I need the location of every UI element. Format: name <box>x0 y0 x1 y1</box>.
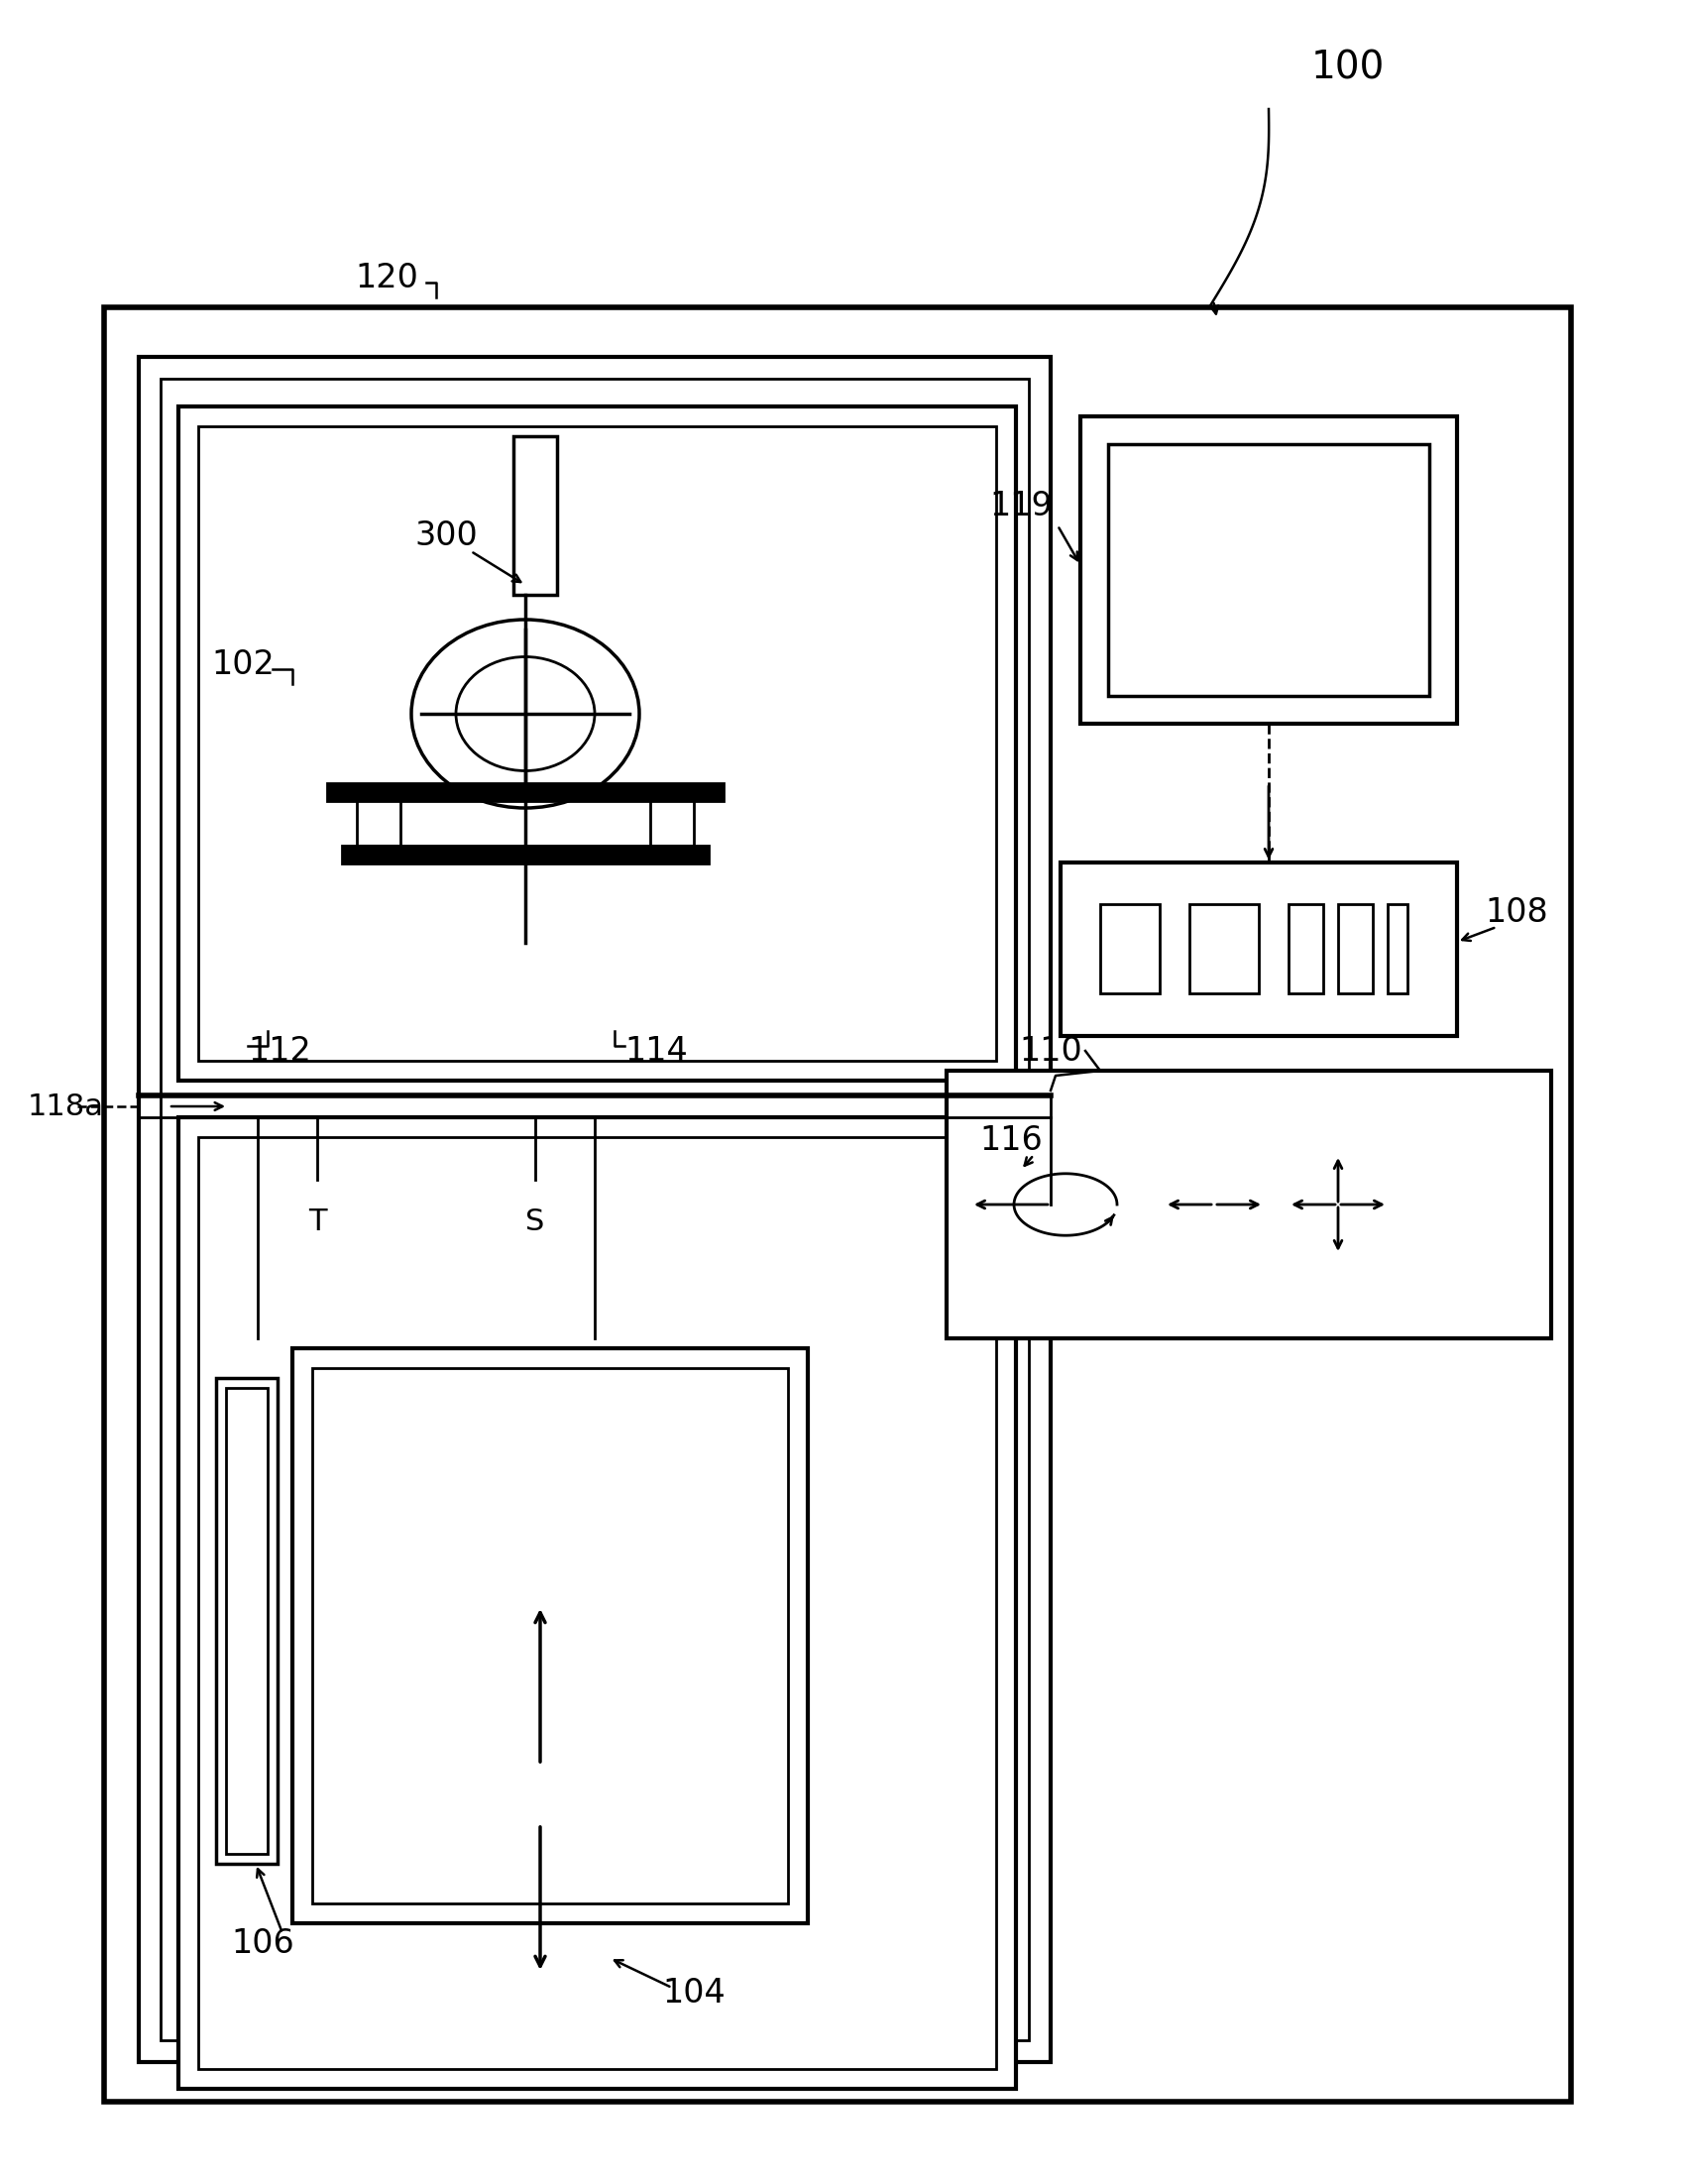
Bar <box>1188 904 1257 994</box>
Bar <box>971 1090 1525 1319</box>
Text: 300: 300 <box>414 520 478 553</box>
Bar <box>946 1070 1550 1339</box>
Bar <box>342 845 709 863</box>
Ellipse shape <box>411 620 640 808</box>
Bar <box>178 1118 1015 2088</box>
Bar <box>138 356 1050 2062</box>
Text: S: S <box>525 1208 545 1236</box>
Ellipse shape <box>456 657 594 771</box>
Text: T: T <box>308 1208 327 1236</box>
Bar <box>215 1378 278 1863</box>
Bar <box>104 308 1570 2101</box>
Text: 108: 108 <box>1484 895 1547 928</box>
Text: 106: 106 <box>231 1926 295 1959</box>
Bar <box>1060 863 1456 1035</box>
Bar <box>199 426 996 1061</box>
Text: 114: 114 <box>624 1035 687 1068</box>
Text: 118a: 118a <box>27 1092 104 1120</box>
Bar <box>513 437 557 594</box>
Bar <box>1099 904 1160 994</box>
Bar <box>493 1179 577 1262</box>
Bar <box>311 1367 788 1904</box>
Text: 112: 112 <box>247 1035 311 1068</box>
Bar <box>1080 417 1456 723</box>
Bar <box>276 1179 358 1262</box>
Bar <box>327 784 724 802</box>
Bar <box>293 1348 808 1924</box>
Text: 116: 116 <box>980 1125 1042 1158</box>
Bar <box>1338 904 1372 994</box>
Text: 120: 120 <box>355 262 417 295</box>
Bar <box>1387 904 1407 994</box>
Bar <box>226 1387 268 1854</box>
Bar <box>650 802 693 845</box>
Bar <box>199 1138 996 2068</box>
Bar <box>1287 904 1323 994</box>
Text: 102: 102 <box>210 649 274 681</box>
Text: 100: 100 <box>1311 48 1383 85</box>
Text: 119: 119 <box>988 489 1052 522</box>
Bar <box>178 406 1015 1081</box>
Bar <box>1107 443 1429 697</box>
Text: 110: 110 <box>1018 1035 1082 1068</box>
Bar <box>160 378 1028 2040</box>
Text: 104: 104 <box>661 1977 725 2009</box>
Bar <box>357 802 401 845</box>
